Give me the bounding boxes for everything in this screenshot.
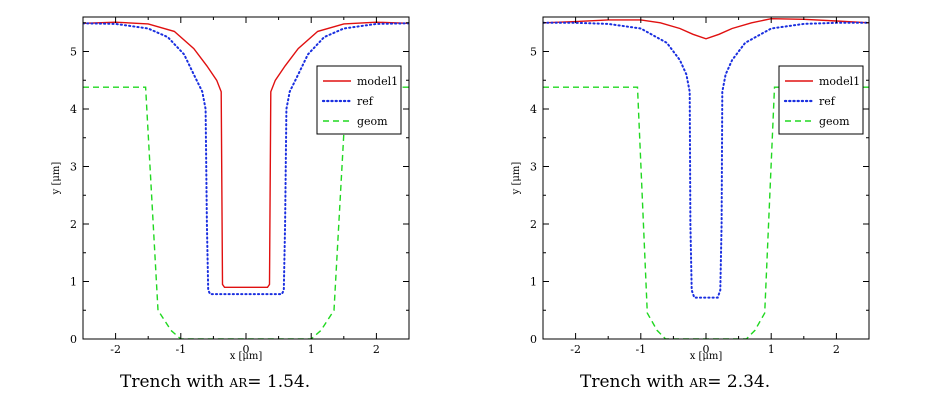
caption-right-value: = 2.34. xyxy=(707,372,771,392)
legend-box xyxy=(778,65,864,135)
legend-label-model1: model1 xyxy=(819,75,860,88)
legend-label-ref: ref xyxy=(819,95,836,108)
y-tick-label: 5 xyxy=(530,46,537,59)
x-tick-label: 2 xyxy=(833,343,840,356)
legend-label-geom: geom xyxy=(357,115,388,128)
x-tick-label: 0 xyxy=(243,343,250,356)
legend-label-ref: ref xyxy=(357,95,374,108)
y-tick-label: 3 xyxy=(530,161,537,174)
x-axis-label: x [μm] xyxy=(690,351,723,362)
x-tick-label: 2 xyxy=(373,343,380,356)
x-tick-label: -2 xyxy=(570,343,581,356)
y-tick-label: 1 xyxy=(530,276,537,289)
y-tick-label: 2 xyxy=(70,218,77,231)
x-tick-label: 0 xyxy=(703,343,710,356)
y-tick-label: 1 xyxy=(70,276,77,289)
series-model1 xyxy=(543,17,869,40)
y-tick-label: 0 xyxy=(70,333,77,346)
caption-left-value: = 1.54. xyxy=(247,372,311,392)
x-tick-label: 1 xyxy=(308,343,315,356)
legend-label-model1: model1 xyxy=(357,75,398,88)
chart-trench-ar-1-54: -2 -1 0 1 2 0 1 2 3 4 5 x [μm] y [μm] model1 ref geom xyxy=(51,16,410,362)
x-tick-label: -2 xyxy=(110,343,121,356)
y-tick-label: 0 xyxy=(530,333,537,346)
caption-left-ar: AR xyxy=(229,372,248,392)
y-axis-label: y [μm] xyxy=(51,162,62,196)
caption-right: Trench with AR= 2.34. xyxy=(580,372,770,392)
y-tick-label: 4 xyxy=(530,103,537,116)
series-ref xyxy=(543,21,869,299)
caption-right-prefix: Trench with xyxy=(580,372,690,392)
x-axis-label: x [μm] xyxy=(230,351,263,362)
series-ref xyxy=(83,22,409,296)
legend-label-geom: geom xyxy=(819,115,850,128)
y-tick-label: 2 xyxy=(530,218,537,231)
y-tick-label: 4 xyxy=(70,103,77,116)
caption-left: Trench with AR= 1.54. xyxy=(120,372,310,392)
series-model1 xyxy=(83,21,409,288)
y-tick-label: 3 xyxy=(70,161,77,174)
plot-frame xyxy=(542,16,870,340)
x-tick-label: -1 xyxy=(175,343,186,356)
caption-left-prefix: Trench with xyxy=(120,372,230,392)
x-tick-label: 1 xyxy=(768,343,775,356)
series-geom xyxy=(83,86,409,339)
plot-frame xyxy=(82,16,410,340)
chart-trench-ar-2-34: -2 -1 0 1 2 0 1 2 3 4 5 x [μm] y [μm] model1 ref geom xyxy=(511,16,870,362)
y-axis-label: y [μm] xyxy=(511,162,522,196)
y-tick-label: 5 xyxy=(70,46,77,59)
caption-right-ar: AR xyxy=(689,372,708,392)
x-tick-label: -1 xyxy=(635,343,646,356)
